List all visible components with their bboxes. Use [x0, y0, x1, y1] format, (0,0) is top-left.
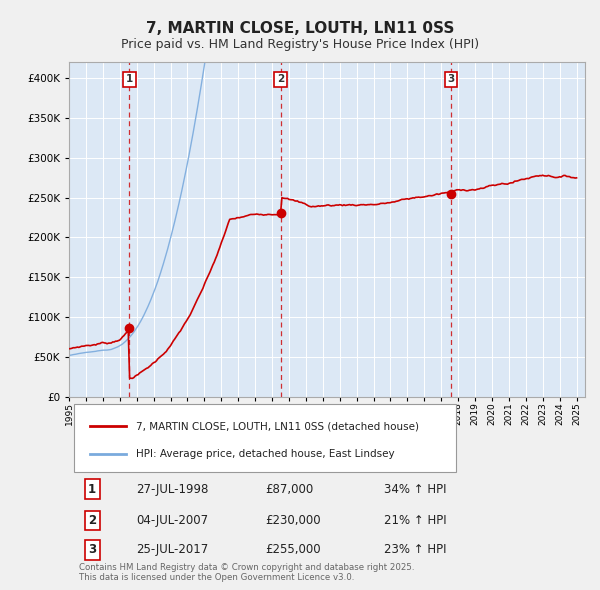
- Text: 3: 3: [447, 74, 454, 84]
- Text: 23% ↑ HPI: 23% ↑ HPI: [384, 543, 446, 556]
- Text: HPI: Average price, detached house, East Lindsey: HPI: Average price, detached house, East…: [136, 449, 395, 459]
- Text: 2: 2: [277, 74, 284, 84]
- Text: 34% ↑ HPI: 34% ↑ HPI: [384, 483, 446, 496]
- Text: This data is licensed under the Open Government Licence v3.0.: This data is licensed under the Open Gov…: [79, 573, 355, 582]
- Text: £230,000: £230,000: [265, 514, 321, 527]
- Text: 1: 1: [126, 74, 133, 84]
- Text: 7, MARTIN CLOSE, LOUTH, LN11 0SS: 7, MARTIN CLOSE, LOUTH, LN11 0SS: [146, 21, 454, 35]
- Text: 04-JUL-2007: 04-JUL-2007: [136, 514, 208, 527]
- Text: 21% ↑ HPI: 21% ↑ HPI: [384, 514, 446, 527]
- Text: 25-JUL-2017: 25-JUL-2017: [136, 543, 208, 556]
- Text: 1: 1: [88, 483, 96, 496]
- Text: 7, MARTIN CLOSE, LOUTH, LN11 0SS (detached house): 7, MARTIN CLOSE, LOUTH, LN11 0SS (detach…: [136, 421, 419, 431]
- FancyBboxPatch shape: [74, 404, 456, 473]
- Text: £255,000: £255,000: [265, 543, 321, 556]
- Text: 2: 2: [88, 514, 96, 527]
- Text: Contains HM Land Registry data © Crown copyright and database right 2025.: Contains HM Land Registry data © Crown c…: [79, 563, 415, 572]
- Text: 3: 3: [88, 543, 96, 556]
- Text: £87,000: £87,000: [265, 483, 313, 496]
- Text: Price paid vs. HM Land Registry's House Price Index (HPI): Price paid vs. HM Land Registry's House …: [121, 38, 479, 51]
- Text: 27-JUL-1998: 27-JUL-1998: [136, 483, 208, 496]
